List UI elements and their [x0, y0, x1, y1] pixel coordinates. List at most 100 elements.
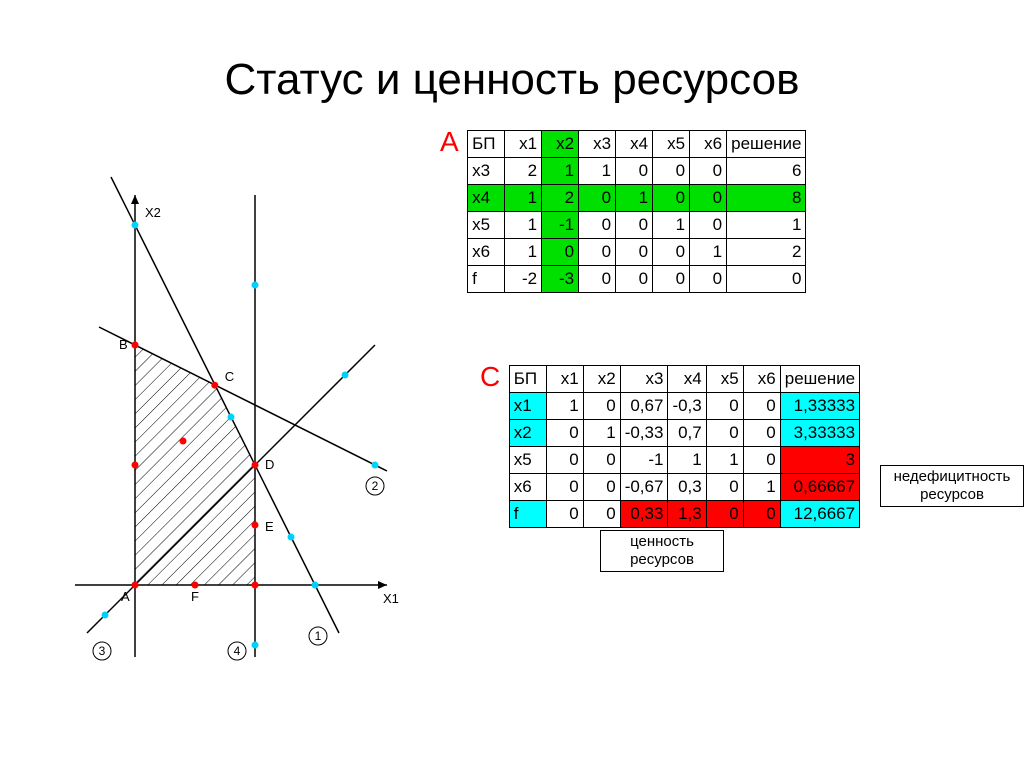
cell: 0,3 [668, 474, 706, 501]
cell: 1 [616, 185, 653, 212]
cell: 1 [583, 420, 620, 447]
cell: 0 [616, 266, 653, 293]
col-header: x1 [505, 131, 542, 158]
cell: 1 [690, 239, 727, 266]
cell: -1 [620, 447, 668, 474]
cell: 0 [706, 474, 743, 501]
cell: 0 [690, 158, 727, 185]
cell: 0 [583, 474, 620, 501]
cell: f [509, 501, 546, 528]
cell: 0 [579, 212, 616, 239]
cell: 8 [727, 185, 806, 212]
simplex-table-a: A БПx1x2x3x4x5x6решениеx32110006x4120100… [440, 130, 806, 293]
cell: 0 [546, 447, 583, 474]
intersection-point [252, 282, 259, 289]
cell: -0,33 [620, 420, 668, 447]
col-header: x2 [542, 131, 579, 158]
cell: 2 [727, 239, 806, 266]
cell: 1,3 [668, 501, 706, 528]
col-header: x3 [579, 131, 616, 158]
cell: 0 [743, 501, 780, 528]
intersection-point [372, 462, 379, 469]
cell: x6 [468, 239, 505, 266]
cell: 1 [542, 158, 579, 185]
cell: 3 [780, 447, 859, 474]
cell: 0 [690, 212, 727, 239]
y-axis-label: X2 [145, 205, 161, 220]
cell: 3,33333 [780, 420, 859, 447]
line-label: 3 [99, 644, 106, 658]
cell: x4 [468, 185, 505, 212]
vertex-point [180, 438, 187, 445]
cell: 2 [505, 158, 542, 185]
col-header: БП [509, 366, 546, 393]
cell: 0 [583, 393, 620, 420]
vertex-point [132, 582, 139, 589]
cell: 1 [505, 212, 542, 239]
cell: 0,33 [620, 501, 668, 528]
line-label: 2 [372, 479, 379, 493]
intersection-point [252, 642, 259, 649]
col-header: x4 [668, 366, 706, 393]
col-header: x4 [616, 131, 653, 158]
intersection-point [102, 612, 109, 619]
cell: 1 [706, 447, 743, 474]
vertex-point [132, 462, 139, 469]
cell: 1,33333 [780, 393, 859, 420]
cell: 0 [653, 266, 690, 293]
simplex-table-c: C БПx1x2x3x4x5x6решениеx1100,67-0,3001,3… [480, 365, 860, 528]
col-header: x5 [653, 131, 690, 158]
intersection-point [288, 534, 295, 541]
cell: 0 [546, 420, 583, 447]
vertex-point [211, 382, 218, 389]
vertex-label: F [191, 589, 199, 604]
cell: 0 [743, 447, 780, 474]
col-header: x3 [620, 366, 668, 393]
note-resource-value: ценность ресурсов [600, 530, 724, 572]
col-header: БП [468, 131, 505, 158]
cell: 0 [706, 393, 743, 420]
cell: x3 [468, 158, 505, 185]
intersection-point [228, 414, 235, 421]
cell: x1 [509, 393, 546, 420]
x-axis-label: X1 [383, 591, 399, 606]
cell: 0 [690, 185, 727, 212]
cell: x5 [509, 447, 546, 474]
vertex-point [252, 522, 259, 529]
cell: -0,67 [620, 474, 668, 501]
cell: f [468, 266, 505, 293]
cell: 6 [727, 158, 806, 185]
table-a-label: A [440, 126, 459, 158]
vertex-point [132, 342, 139, 349]
cell: 0 [579, 239, 616, 266]
note-nondeficit: недефицитность ресурсов [880, 465, 1024, 507]
constraint-line-3 [87, 345, 375, 633]
cell: 0 [743, 420, 780, 447]
vertex-label: D [265, 457, 274, 472]
vertex-label: B [119, 337, 128, 352]
cell: 0 [616, 158, 653, 185]
feasible-region-graph: X1X21234ABCDEF [40, 155, 440, 680]
cell: 0 [579, 185, 616, 212]
cell: -2 [505, 266, 542, 293]
cell: 0 [690, 266, 727, 293]
vertex-point [252, 462, 259, 469]
cell: 1 [505, 239, 542, 266]
cell: 2 [542, 185, 579, 212]
col-header: x5 [706, 366, 743, 393]
col-header: решение [727, 131, 806, 158]
cell: 0,7 [668, 420, 706, 447]
vertex-point [192, 582, 199, 589]
cell: x2 [509, 420, 546, 447]
line-label: 4 [234, 644, 241, 658]
cell: x5 [468, 212, 505, 239]
cell: 0 [542, 239, 579, 266]
intersection-point [132, 222, 139, 229]
vertex-label: C [225, 369, 234, 384]
cell: 1 [579, 158, 616, 185]
cell: -1 [542, 212, 579, 239]
feasible-region [135, 345, 255, 585]
cell: 0,66667 [780, 474, 859, 501]
col-header: решение [780, 366, 859, 393]
intersection-point [342, 372, 349, 379]
